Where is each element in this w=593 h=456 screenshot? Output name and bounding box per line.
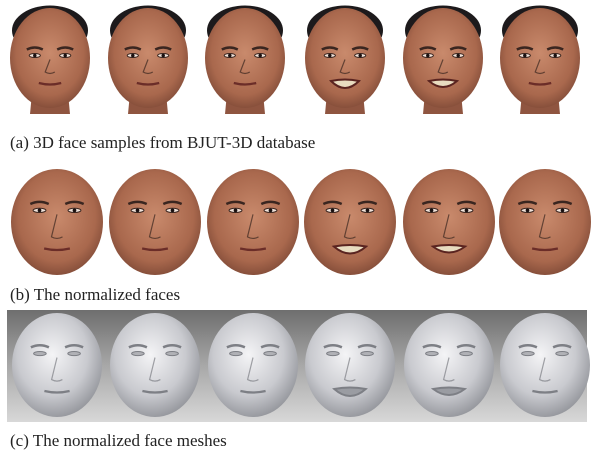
eye	[230, 351, 243, 355]
face	[12, 313, 102, 417]
pupil	[63, 54, 67, 58]
face	[108, 8, 188, 108]
eye	[426, 351, 439, 355]
face	[11, 169, 103, 275]
pupil	[73, 208, 77, 212]
pupil	[526, 208, 530, 212]
caption-a: (a) 3D face samples from BJUT-3D databas…	[10, 133, 315, 152]
pupil	[523, 54, 527, 58]
pupil	[366, 208, 370, 212]
eye	[132, 351, 145, 355]
face	[208, 313, 298, 417]
face	[305, 313, 395, 417]
pupil	[131, 54, 135, 58]
face	[403, 169, 495, 275]
pupil	[171, 208, 175, 212]
caption-b: (b) The normalized faces	[10, 285, 180, 304]
pupil	[328, 54, 332, 58]
face	[109, 169, 201, 275]
face	[404, 313, 494, 417]
eye	[556, 351, 569, 355]
pupil	[258, 54, 262, 58]
pupil	[426, 54, 430, 58]
face	[403, 8, 483, 108]
pupil	[136, 208, 140, 212]
face	[500, 313, 590, 417]
eye	[34, 351, 47, 355]
pupil	[331, 208, 335, 212]
face	[205, 8, 285, 108]
face	[500, 8, 580, 108]
pupil	[234, 208, 238, 212]
pupil	[553, 54, 557, 58]
figure: (a) 3D face samples from BJUT-3D databas…	[0, 0, 593, 456]
pupil	[33, 54, 37, 58]
eye	[327, 351, 340, 355]
eye	[68, 351, 81, 355]
face	[110, 313, 200, 417]
eye	[361, 351, 374, 355]
pupil	[228, 54, 232, 58]
pupil	[358, 54, 362, 58]
face	[305, 8, 385, 108]
eye	[166, 351, 179, 355]
face	[304, 169, 396, 275]
eye	[460, 351, 473, 355]
eye	[522, 351, 535, 355]
pupil	[430, 208, 434, 212]
caption-c: (c) The normalized face meshes	[10, 431, 227, 450]
pupil	[456, 54, 460, 58]
pupil	[38, 208, 42, 212]
eye	[264, 351, 277, 355]
face	[499, 169, 591, 275]
page: (a) 3D face samples from BJUT-3D databas…	[0, 0, 593, 456]
pupil	[269, 208, 273, 212]
pupil	[161, 54, 165, 58]
pupil	[561, 208, 565, 212]
face	[10, 8, 90, 108]
face	[207, 169, 299, 275]
pupil	[465, 208, 469, 212]
